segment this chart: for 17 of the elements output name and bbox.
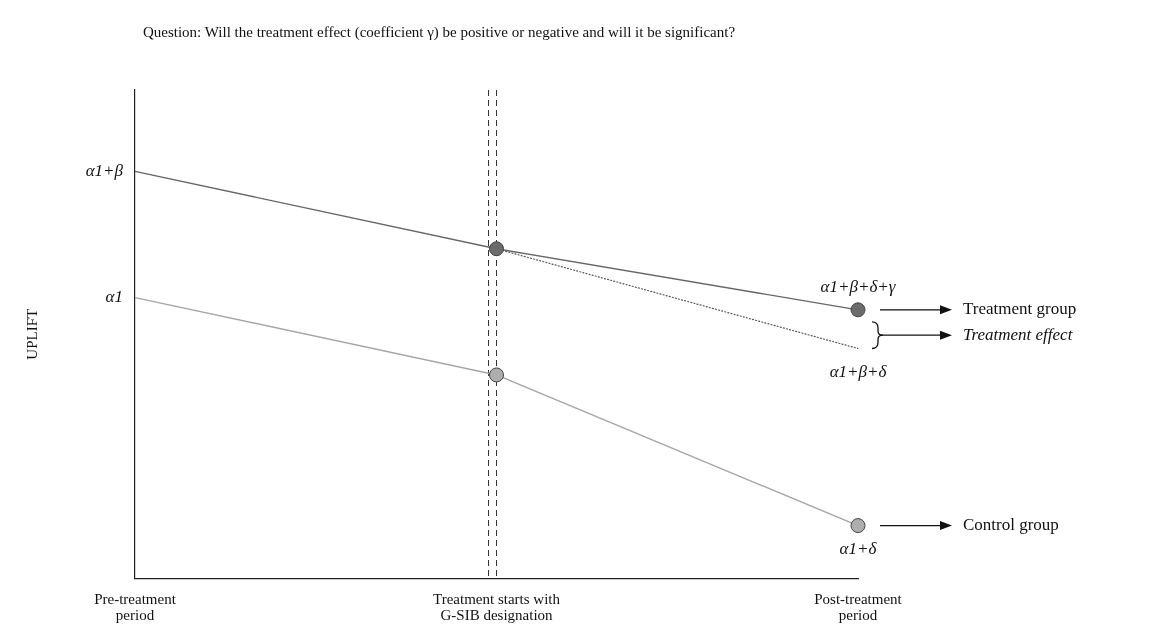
x-tick-label: Pre-treatment period [94, 591, 177, 624]
point [489, 367, 504, 383]
annotation: α1+β [85, 160, 124, 180]
chart-title: Question: Will the treatment effect (coefficient γ) be positive or negative and will it be significant? [142, 23, 736, 41]
point [850, 518, 866, 534]
x-tick-label: Post-treatment period [814, 591, 903, 624]
y-axis-title: UPLIFT [23, 308, 40, 360]
annotation: α1 [105, 287, 123, 307]
x-tick-label: Treatment starts with G-SIB designation [433, 591, 561, 624]
point [489, 241, 504, 257]
annotation: α1+δ [839, 539, 878, 559]
annotation: α1+β+δ [829, 361, 888, 381]
text: Treatment group [963, 299, 1077, 319]
text: Treatment effect [963, 324, 1074, 344]
point [850, 302, 866, 318]
text: Control group [963, 515, 1059, 535]
annotation: α1+β+δ+γ [820, 277, 897, 297]
